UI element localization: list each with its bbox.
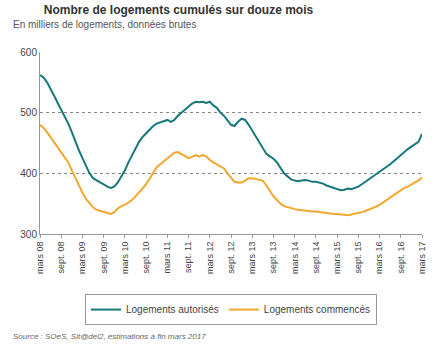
svg-text:sept. 11: sept. 11 xyxy=(183,242,193,273)
svg-text:mars 16: mars 16 xyxy=(374,242,384,275)
svg-text:mars 12: mars 12 xyxy=(205,242,215,275)
svg-text:Source : SOeS, Sit@del2, estim: Source : SOeS, Sit@del2, estimations à f… xyxy=(13,332,206,341)
svg-text:mars 13: mars 13 xyxy=(247,242,257,275)
svg-text:sept. 12: sept. 12 xyxy=(226,242,236,274)
svg-text:600: 600 xyxy=(20,47,37,58)
svg-text:sept. 16: sept. 16 xyxy=(396,242,406,274)
svg-text:sept. 14: sept. 14 xyxy=(311,242,321,274)
svg-text:300: 300 xyxy=(20,229,37,240)
svg-text:mars 08: mars 08 xyxy=(35,242,45,275)
svg-text:Logements commencés: Logements commencés xyxy=(264,304,370,315)
svg-text:mars 11: mars 11 xyxy=(162,242,172,274)
svg-text:En milliers de logements, donn: En milliers de logements, données brutes xyxy=(13,19,196,30)
svg-text:mars 14: mars 14 xyxy=(290,242,300,275)
svg-text:500: 500 xyxy=(20,107,37,118)
svg-text:mars 17: mars 17 xyxy=(417,242,427,275)
svg-text:400: 400 xyxy=(20,168,37,179)
svg-text:Logements autorisés: Logements autorisés xyxy=(126,304,219,315)
svg-text:mars 15: mars 15 xyxy=(332,242,342,275)
svg-text:mars 09: mars 09 xyxy=(77,242,87,275)
svg-text:sept. 10: sept. 10 xyxy=(141,242,151,274)
svg-text:sept. 15: sept. 15 xyxy=(353,242,363,274)
svg-text:mars 10: mars 10 xyxy=(120,242,130,275)
svg-text:Nombre de logements cumulés su: Nombre de logements cumulés sur douze mo… xyxy=(44,3,314,17)
svg-text:sept. 09: sept. 09 xyxy=(99,242,109,274)
svg-text:sept. 08: sept. 08 xyxy=(56,242,66,274)
svg-text:sept. 13: sept. 13 xyxy=(268,242,278,274)
